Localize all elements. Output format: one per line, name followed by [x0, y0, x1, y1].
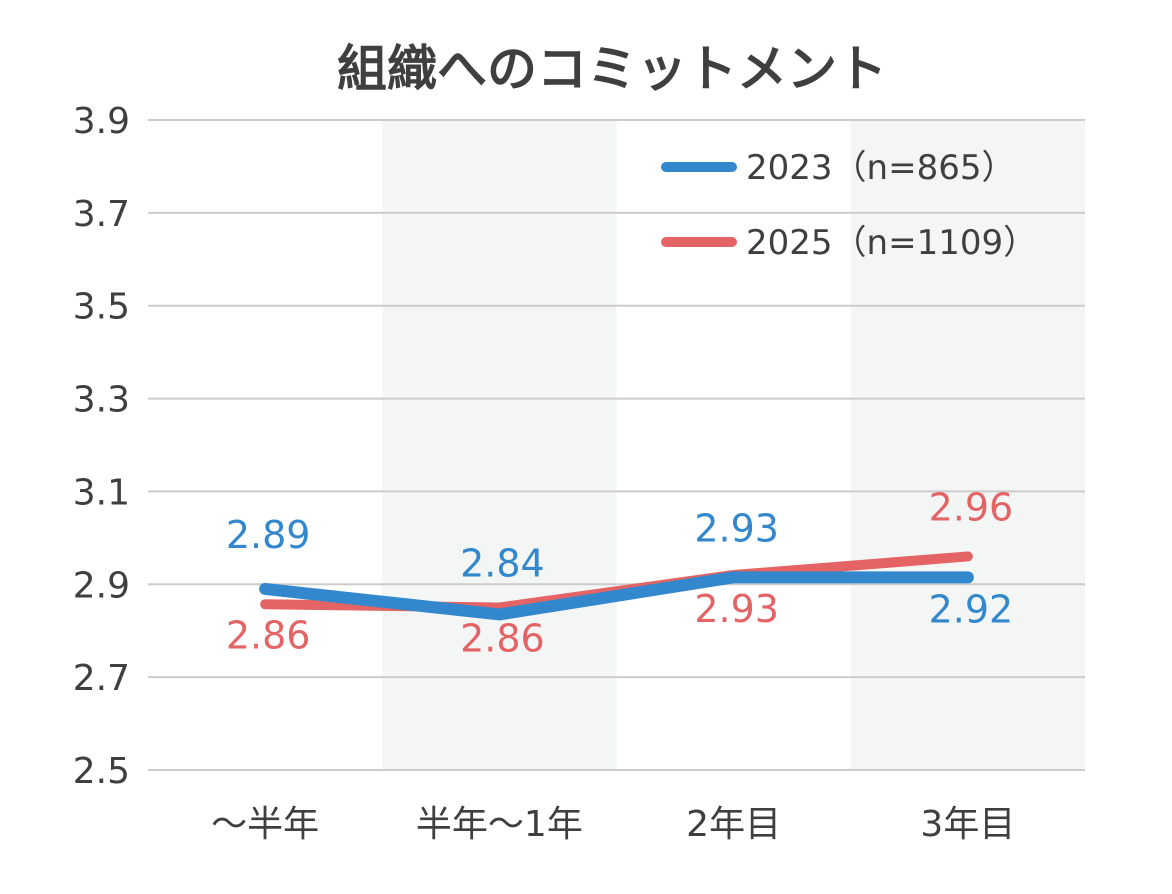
legend-label: 2025（n=1109）	[746, 223, 1037, 263]
column-shade	[382, 120, 617, 770]
y-tick-label: 2.9	[73, 565, 130, 606]
x-axis-categories: 〜半年 半年〜1年 2年目 3年目	[211, 804, 1015, 845]
x-category-label: 2年目	[686, 804, 781, 845]
legend-label: 2023（n=865）	[746, 148, 1015, 188]
data-label: 2.93	[694, 587, 779, 631]
y-tick-label: 2.7	[73, 658, 130, 699]
y-tick-label: 3.1	[73, 472, 130, 513]
gridlines	[148, 119, 1085, 771]
series-line-2023	[259, 571, 974, 621]
data-label: 2.89	[226, 513, 311, 557]
y-tick-label: 2.5	[73, 751, 130, 792]
y-tick-label: 3.9	[73, 101, 130, 142]
x-category-label: 〜半年	[211, 804, 319, 845]
chart-title: 組織へのコミットメント	[337, 40, 887, 98]
column-shading	[382, 120, 1085, 770]
x-category-label: 3年目	[920, 804, 1015, 845]
data-label: 2.93	[694, 506, 779, 550]
x-category-label: 半年〜1年	[416, 804, 583, 845]
data-label: 2.96	[929, 485, 1014, 529]
column-shade	[850, 120, 1085, 770]
y-tick-label: 3.7	[73, 194, 130, 235]
data-labels: 2.89 2.84 2.93 2.92 2.86 2.86 2.93 2.96	[226, 485, 1013, 660]
y-axis-ticks: 2.5 2.7 2.9 3.1 3.3 3.5 3.7 3.9	[73, 101, 130, 792]
legend: 2023（n=865） 2025（n=1109）	[661, 148, 1037, 263]
data-label: 2.92	[929, 587, 1014, 631]
series-lines	[259, 551, 974, 621]
y-tick-label: 3.3	[73, 380, 130, 421]
data-label: 2.86	[460, 617, 545, 661]
y-tick-label: 3.5	[73, 287, 130, 328]
data-label: 2.86	[226, 613, 311, 657]
data-label: 2.84	[460, 541, 545, 585]
